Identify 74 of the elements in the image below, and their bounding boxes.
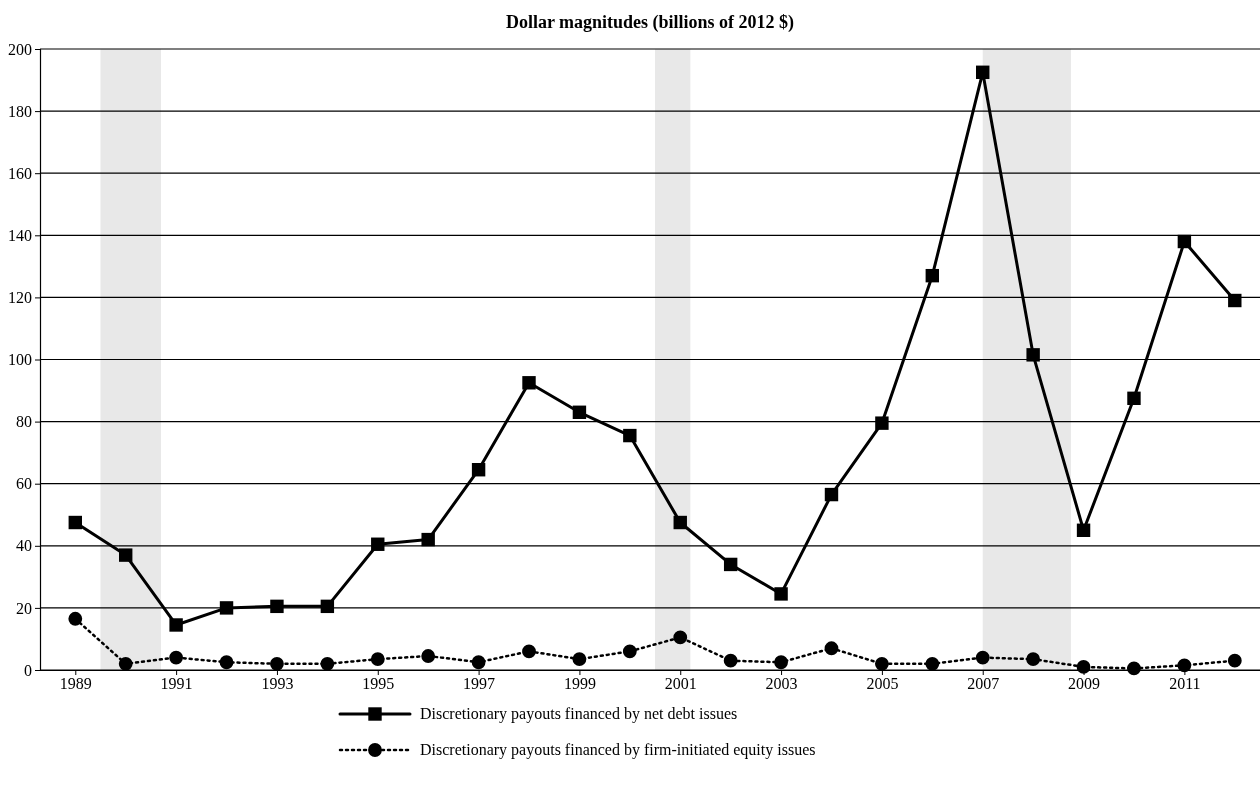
point [976, 65, 990, 79]
point [572, 405, 587, 419]
point [925, 268, 940, 283]
point [774, 655, 788, 670]
point [370, 652, 385, 667]
legend-label: Discretionary payouts financed by firm-initiated equity issues [420, 741, 816, 759]
point [874, 656, 889, 671]
x-tick-label: 2003 [765, 675, 798, 693]
point [118, 656, 133, 671]
point [925, 656, 940, 671]
point [1127, 391, 1141, 406]
point [118, 548, 133, 562]
point [1227, 653, 1242, 668]
point [1177, 658, 1192, 673]
point [270, 656, 284, 671]
x-tick-label: 2011 [1169, 675, 1201, 693]
point [219, 601, 234, 615]
point [623, 428, 637, 443]
x-tick-label: 1997 [463, 675, 496, 693]
x-tick-label: 2007 [967, 675, 1000, 693]
point [723, 653, 738, 668]
point [471, 463, 486, 477]
y-tick-label: 160 [8, 164, 32, 182]
point [774, 587, 788, 601]
point [169, 618, 183, 632]
point [1026, 348, 1040, 362]
point [1076, 523, 1091, 537]
point [824, 487, 839, 502]
y-tick-label: 0 [24, 661, 32, 679]
point [673, 515, 687, 530]
x-tick-label: 1993 [261, 675, 294, 693]
y-tick-label: 60 [16, 475, 32, 493]
point [68, 611, 83, 626]
point [270, 599, 284, 614]
x-tick-label: 2001 [664, 675, 697, 693]
point [522, 644, 536, 659]
point [421, 649, 436, 663]
point [824, 641, 839, 656]
point [1127, 661, 1141, 676]
point [320, 656, 335, 671]
y-tick-label: 180 [8, 102, 32, 120]
legend-label: Discretionary payouts financed by net debt issues [420, 705, 738, 723]
y-tick-label: 140 [8, 226, 32, 244]
chart-title: Dollar magnitudes (billions of 2012 $) [505, 12, 795, 33]
point [219, 655, 234, 670]
point [371, 537, 385, 551]
x-tick-label: 2005 [866, 675, 899, 693]
y-tick-label: 120 [8, 289, 32, 307]
x-tick-label: 1995 [362, 675, 395, 693]
point [1076, 660, 1091, 674]
point [975, 650, 990, 665]
y-tick-label: 80 [16, 413, 32, 431]
y-tick-label: 100 [8, 351, 32, 369]
x-tick-label: 1991 [160, 675, 193, 693]
x-tick-label: 1999 [563, 675, 596, 693]
point [1228, 293, 1242, 308]
point [169, 650, 184, 665]
x-tick-label: 1989 [59, 675, 92, 693]
point [723, 557, 738, 572]
point [522, 376, 536, 390]
point [68, 515, 82, 530]
x-tick-label: 2009 [1068, 675, 1101, 693]
point [673, 630, 688, 645]
point [572, 652, 587, 667]
point [1026, 652, 1041, 667]
point [421, 532, 435, 547]
y-tick-label: 40 [16, 537, 32, 555]
point [1177, 234, 1192, 249]
y-tick-label: 20 [16, 599, 32, 617]
y-tick-label: 200 [8, 40, 32, 58]
point [471, 655, 486, 670]
point [622, 644, 637, 659]
point [320, 599, 335, 614]
point [875, 416, 889, 430]
